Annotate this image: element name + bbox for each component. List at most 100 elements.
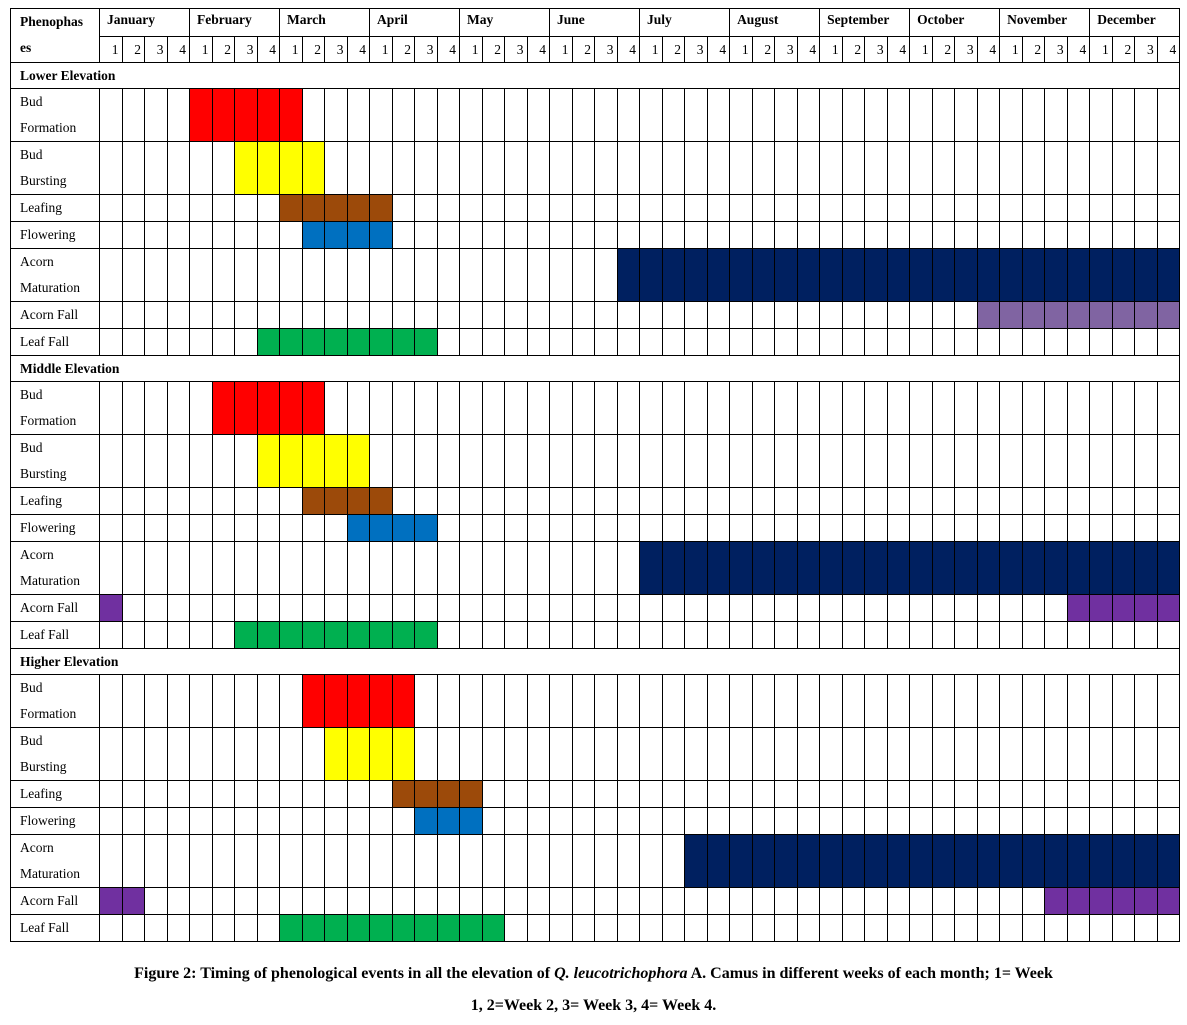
week-cell-empty [1021,674,1046,728]
phenophase-label: Acorn Fall [10,301,100,329]
event-cell-filled [391,914,416,942]
week-cell-empty [774,221,798,249]
week-cell-empty [931,328,956,356]
event-cell-filled [346,727,371,781]
week-cell-empty [1156,381,1181,435]
week-number: 3 [1134,36,1158,63]
week-cell-empty [729,194,753,222]
week-cell-empty [841,914,866,942]
week-cell-empty [751,621,776,649]
event-cell-filled [256,621,281,649]
week-cell-empty [189,914,213,942]
week-cell-empty [886,141,911,195]
phenophase-label-line: Formation [20,120,77,135]
week-cell-empty [639,487,663,515]
week-cell-empty [211,434,236,488]
week-cell-empty [909,674,933,728]
event-cell-filled [774,541,798,595]
phenophase-label: Flowering [10,221,100,249]
event-cell-filled [256,88,281,142]
week-cell-empty [999,434,1023,488]
phenophase-row: Leafing [10,194,1181,222]
week-number: 3 [684,36,708,63]
week-cell-empty [684,780,708,808]
caption-line-2: 1, 2=Week 2, 3= Week 3, 4= Week 4. [470,997,717,1014]
week-cell-empty [571,834,596,888]
week-number: 1 [459,36,483,63]
week-cell-empty [661,674,686,728]
week-number: 3 [954,36,978,63]
week-cell-empty [639,887,663,915]
phenophase-row: Acorn Maturation [10,834,1181,888]
phenophase-label-line: Bud [20,387,43,402]
week-cell-empty [166,834,191,888]
event-cell-filled [324,914,348,942]
phenophase-label-line: Acorn [20,254,54,269]
week-cell-empty [99,88,123,142]
week-cell-empty [211,487,236,515]
week-cell-empty [369,807,393,835]
week-cell-empty [774,887,798,915]
week-cell-empty [481,807,506,835]
week-cell-empty [819,621,843,649]
event-cell-filled [234,381,258,435]
event-cell-filled [369,621,393,649]
week-cell-empty [729,487,753,515]
week-cell-empty [211,328,236,356]
week-cell-empty [841,381,866,435]
week-cell-empty [301,780,326,808]
week-number: 2 [1111,36,1136,63]
week-cell-empty [976,487,1001,515]
week-number: 4 [796,36,821,63]
event-cell-filled [1066,887,1091,915]
week-cell-empty [459,381,483,435]
week-cell-empty [1066,807,1091,835]
event-cell-filled [279,434,303,488]
week-cell-empty [819,301,843,329]
week-cell-empty [436,487,461,515]
week-cell-empty [459,301,483,329]
event-cell-filled [414,780,438,808]
week-cell-empty [931,514,956,542]
week-cell-empty [526,887,551,915]
event-cell-filled [301,381,326,435]
week-cell-empty [931,434,956,488]
week-cell-empty [369,381,393,435]
week-cell-empty [976,621,1001,649]
week-cell-empty [999,221,1023,249]
week-cell-empty [166,194,191,222]
week-cell-empty [549,914,573,942]
week-cell-empty [211,674,236,728]
week-cell-empty [751,194,776,222]
week-cell-empty [796,141,821,195]
week-cell-empty [189,434,213,488]
week-cell-empty [571,248,596,302]
event-cell-filled [301,194,326,222]
week-cell-empty [976,727,1001,781]
week-cell-empty [864,621,888,649]
week-cell-empty [706,328,731,356]
week-cell-empty [549,807,573,835]
week-cell-empty [234,887,258,915]
phenophase-label-line: Leafing [20,493,62,508]
week-cell-empty [774,328,798,356]
week-cell-empty [211,621,236,649]
week-cell-empty [234,674,258,728]
week-cell-empty [256,248,281,302]
week-cell-empty [594,834,618,888]
event-cell-filled [1134,887,1158,915]
event-cell-filled [1089,301,1113,329]
week-cell-empty [616,887,641,915]
week-number: 1 [549,36,573,63]
week-cell-empty [144,248,168,302]
week-cell-empty [234,434,258,488]
week-cell-empty [819,141,843,195]
week-cell-empty [954,674,978,728]
event-cell-filled [1089,541,1113,595]
week-cell-empty [729,594,753,622]
week-cell-empty [931,487,956,515]
phenophase-row: Bud Bursting [10,434,1181,488]
week-cell-empty [819,381,843,435]
week-cell-empty [144,487,168,515]
